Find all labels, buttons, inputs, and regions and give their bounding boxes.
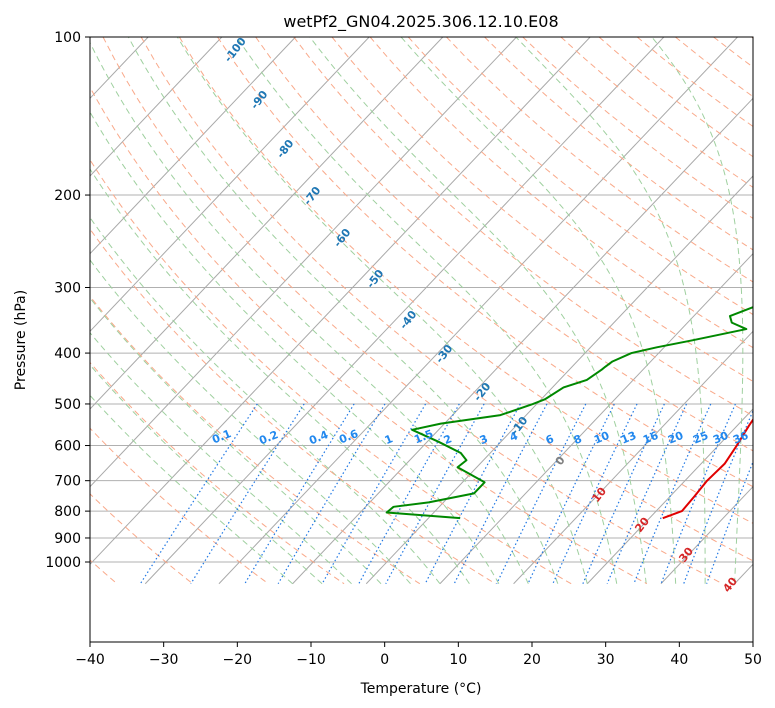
mixing-ratio-line — [321, 403, 427, 585]
chart-title: wetPf2_GN04.2025.306.12.10.E08 — [283, 12, 558, 32]
x-tick-label: 10 — [449, 652, 467, 668]
dry-adiabat-line — [369, 37, 753, 349]
isotherm-line — [439, 252, 753, 585]
mixing-ratio-label: 8 — [572, 432, 584, 447]
mixing-ratio-label: 3 — [478, 432, 490, 447]
x-tick-label: −20 — [223, 652, 253, 668]
series-line-0 — [662, 417, 753, 520]
y-tick-label: 800 — [54, 504, 81, 520]
x-tick-label: 50 — [744, 652, 762, 668]
pressure-gridlines — [90, 37, 753, 563]
isotherm-line — [90, 37, 517, 488]
dry-adiabats — [90, 37, 753, 585]
isotherm-line — [90, 37, 444, 410]
dry-adiabat-line — [90, 228, 496, 585]
moist-adiabat-line — [90, 331, 352, 585]
dry-adiabat-line — [407, 37, 753, 316]
isotherm-line — [365, 175, 753, 585]
moist-adiabat-line — [90, 216, 441, 585]
series-line-1 — [385, 306, 753, 520]
dry-adiabat-line — [178, 37, 753, 524]
mixing-ratio-label: 36 — [731, 429, 750, 447]
y-tick-label: 1000 — [45, 555, 81, 571]
mixing-ratio-label: 13 — [619, 429, 638, 447]
mixing-ratio-line — [190, 403, 305, 585]
dry-adiabat-line — [140, 37, 753, 562]
y-axis-title: Pressure (hPa) — [13, 290, 29, 390]
moist-adiabat-line — [90, 168, 470, 585]
x-tick-label: 0 — [380, 652, 389, 668]
moist-adiabat-line — [127, 37, 559, 584]
y-tick-label: 300 — [54, 280, 81, 296]
isotherm-line — [218, 37, 738, 585]
y-tick-label: 700 — [54, 474, 81, 490]
mixing-ratio-line — [453, 403, 548, 584]
x-tick-label: −30 — [149, 652, 179, 668]
y-axis: 100 200 300 400 500 600 700 800 900 1000 — [45, 30, 90, 571]
isotherm-line — [144, 37, 665, 585]
y-tick-label: 400 — [54, 346, 81, 362]
mixing-ratio-line — [633, 403, 712, 584]
mixing-ratio-line — [496, 403, 587, 584]
mixing-ratio-line — [683, 409, 753, 584]
dry-adiabat-line — [446, 37, 753, 283]
isotherm-line — [90, 37, 591, 566]
skewed-isotherms — [90, 37, 753, 585]
mixing-ratio-label: 1 — [383, 432, 395, 447]
y-tick-label: 500 — [54, 397, 81, 413]
x-tick-label: −10 — [296, 652, 326, 668]
moist-adiabat-line — [515, 37, 706, 584]
isotherm-line — [90, 37, 370, 333]
x-axis-title: Temperature (°C) — [360, 681, 482, 697]
y-tick-label: 100 — [54, 30, 81, 46]
mixing-ratio-line — [606, 403, 688, 584]
x-tick-label: 40 — [670, 652, 688, 668]
dry-adiabat-line — [90, 295, 421, 585]
plot-frame — [89, 36, 754, 643]
isotherm-line — [90, 37, 223, 177]
isotherm-line — [513, 330, 753, 585]
mixing-ratio-line — [385, 403, 485, 585]
mixing-ratio-lines — [139, 403, 753, 585]
mixing-ratio-label: 30 — [711, 429, 730, 447]
mixing-ratio-line — [660, 403, 736, 584]
dry-adiabat-line — [217, 37, 753, 488]
y-tick-label: 600 — [54, 439, 81, 455]
dry-adiabat-line — [90, 158, 572, 585]
mixing-ratio-line — [358, 403, 460, 585]
x-tick-label: 30 — [597, 652, 615, 668]
dry-adiabat-line — [255, 37, 753, 452]
mixing-ratio-label: 2 — [442, 432, 454, 447]
moist-adiabat-line — [90, 111, 500, 584]
mixing-ratio-label: 20 — [666, 429, 685, 447]
mixing-ratio-line — [277, 403, 386, 585]
sounding-profiles — [385, 306, 753, 520]
mixing-ratio-label: 25 — [691, 429, 710, 447]
moist-adiabat-line — [176, 37, 588, 584]
isotherm-line — [586, 408, 753, 585]
dry-adiabat-line — [102, 37, 723, 585]
isotherm-line — [660, 485, 753, 585]
moist-adiabat-line — [309, 37, 647, 584]
isotherm-line — [90, 37, 296, 255]
moist-adiabat-line — [651, 37, 744, 584]
y-tick-label: 200 — [54, 188, 81, 204]
mixing-ratio-label: 16 — [641, 429, 660, 447]
mixing-ratio-label: 10 — [592, 429, 611, 447]
x-tick-label: −40 — [75, 652, 105, 668]
moist-adiabat-line — [236, 37, 618, 584]
x-tick-label: 20 — [523, 652, 541, 668]
y-tick-label: 900 — [54, 531, 81, 547]
dry-adiabat-line — [90, 86, 648, 585]
mixing-ratio-line — [139, 403, 258, 585]
moist-adiabat-line — [400, 37, 677, 584]
isotherm-line — [292, 97, 753, 585]
x-axis: −40 −30 −20 −10 0 10 20 30 40 50 — [75, 642, 762, 668]
mixing-ratio-line — [244, 403, 355, 585]
